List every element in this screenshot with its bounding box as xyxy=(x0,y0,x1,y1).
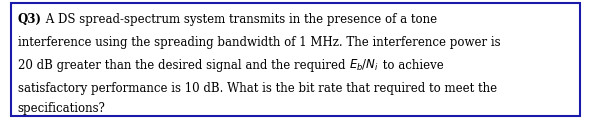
Text: interference using the spreading bandwidth of 1 MHz. The interference power is: interference using the spreading bandwid… xyxy=(18,36,501,49)
Text: satisfactory performance is 10 dB. What is the bit rate that required to meet th: satisfactory performance is 10 dB. What … xyxy=(18,82,497,95)
Text: $E_b/N_i$: $E_b/N_i$ xyxy=(349,58,379,73)
Text: specifications?: specifications? xyxy=(18,102,106,115)
Text: A DS spread-spectrum system transmits in the presence of a tone: A DS spread-spectrum system transmits in… xyxy=(42,13,437,26)
Text: 20 dB greater than the desired signal and the required: 20 dB greater than the desired signal an… xyxy=(18,59,349,72)
Text: Q3): Q3) xyxy=(18,13,42,26)
Text: to achieve: to achieve xyxy=(379,59,444,72)
